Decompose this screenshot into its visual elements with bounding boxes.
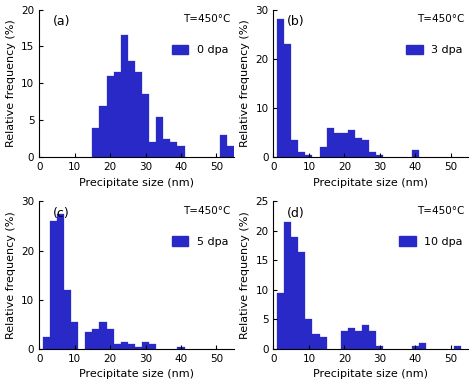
Bar xyxy=(142,341,149,349)
Bar xyxy=(227,146,234,157)
Text: T=450°C: T=450°C xyxy=(417,206,465,216)
Bar xyxy=(220,135,227,157)
Text: T=450°C: T=450°C xyxy=(183,14,230,24)
Bar xyxy=(355,137,362,157)
Bar xyxy=(419,343,426,349)
Bar xyxy=(121,35,128,157)
Bar xyxy=(164,139,171,157)
Text: (a): (a) xyxy=(53,15,70,28)
Text: (d): (d) xyxy=(287,207,305,220)
Bar xyxy=(334,132,341,157)
Bar xyxy=(114,344,121,349)
Bar xyxy=(135,72,142,157)
Text: T=450°C: T=450°C xyxy=(183,206,230,216)
Bar xyxy=(142,94,149,157)
Bar xyxy=(305,320,312,349)
Bar xyxy=(341,132,348,157)
Bar xyxy=(92,329,100,349)
Bar xyxy=(43,337,50,349)
Bar xyxy=(298,152,305,157)
Bar xyxy=(305,155,312,157)
Bar xyxy=(291,237,298,349)
Bar xyxy=(171,142,177,157)
Bar xyxy=(107,76,114,157)
Bar xyxy=(114,72,121,157)
Bar xyxy=(177,346,184,349)
Bar xyxy=(298,251,305,349)
Text: (c): (c) xyxy=(53,207,70,220)
Bar xyxy=(327,128,334,157)
Bar xyxy=(369,331,376,349)
Bar xyxy=(149,344,156,349)
Bar xyxy=(277,293,284,349)
Legend: 5 dpa: 5 dpa xyxy=(172,236,228,247)
Bar xyxy=(107,329,114,349)
Bar xyxy=(376,155,383,157)
Bar xyxy=(376,346,383,349)
Legend: 3 dpa: 3 dpa xyxy=(406,45,463,55)
Bar xyxy=(284,222,291,349)
Bar xyxy=(284,44,291,157)
Bar xyxy=(369,152,376,157)
Bar xyxy=(100,322,107,349)
Bar xyxy=(85,332,92,349)
Bar xyxy=(319,337,327,349)
Bar xyxy=(362,325,369,349)
Bar xyxy=(412,150,419,157)
Bar xyxy=(57,214,64,349)
Y-axis label: Relative frequency (%): Relative frequency (%) xyxy=(240,211,250,339)
Bar xyxy=(71,322,78,349)
Bar xyxy=(177,146,184,157)
Bar xyxy=(128,344,135,349)
Bar xyxy=(291,140,298,157)
Bar xyxy=(454,346,461,349)
Bar xyxy=(121,341,128,349)
Y-axis label: Relative frequency (%): Relative frequency (%) xyxy=(240,20,250,147)
X-axis label: Precipitate size (nm): Precipitate size (nm) xyxy=(313,177,428,187)
Bar xyxy=(277,19,284,157)
Legend: 0 dpa: 0 dpa xyxy=(172,45,228,55)
Bar xyxy=(341,331,348,349)
Bar xyxy=(348,130,355,157)
Bar xyxy=(100,105,107,157)
Bar xyxy=(412,346,419,349)
Legend: 10 dpa: 10 dpa xyxy=(399,236,463,247)
Bar xyxy=(92,128,100,157)
X-axis label: Precipitate size (nm): Precipitate size (nm) xyxy=(79,370,194,380)
Bar xyxy=(50,221,57,349)
Bar xyxy=(149,142,156,157)
Y-axis label: Relative frequency (%): Relative frequency (%) xyxy=(6,20,16,147)
Bar xyxy=(135,346,142,349)
Bar xyxy=(156,117,164,157)
Text: (b): (b) xyxy=(287,15,305,28)
X-axis label: Precipitate size (nm): Precipitate size (nm) xyxy=(79,177,194,187)
Bar xyxy=(312,334,319,349)
Y-axis label: Relative frequency (%): Relative frequency (%) xyxy=(6,211,16,339)
Bar xyxy=(64,290,71,349)
Bar xyxy=(128,61,135,157)
Bar xyxy=(362,140,369,157)
Bar xyxy=(319,147,327,157)
Bar xyxy=(355,331,362,349)
X-axis label: Precipitate size (nm): Precipitate size (nm) xyxy=(313,370,428,380)
Text: T=450°C: T=450°C xyxy=(417,14,465,24)
Bar xyxy=(348,328,355,349)
